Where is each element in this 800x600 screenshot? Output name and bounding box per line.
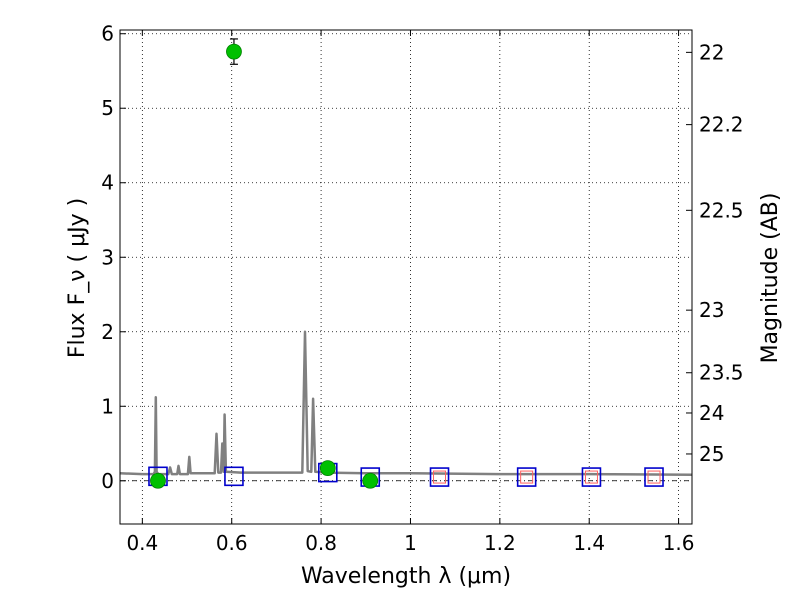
x-tick-label: 0.6 [216, 531, 248, 555]
observed-photometry [150, 38, 379, 489]
magnitude-axis-label: Magnitude (AB) [758, 193, 783, 364]
x-tick-label: 1.2 [484, 531, 516, 555]
x-axis: 0.4 0.6 0.8 1 1.2 1.4 1.6 [126, 30, 695, 555]
y-tick-label: 3 [101, 245, 114, 269]
model-flux-square [581, 467, 602, 487]
plot-frame [119, 29, 693, 525]
y-axis: 0 1 2 3 4 5 6 [101, 22, 126, 493]
y-axis-label: Flux F_ν ( μJy ) [65, 198, 90, 358]
upper-limit-square [433, 470, 447, 484]
model-photometry [148, 462, 664, 487]
upper-limit-square [584, 470, 598, 484]
model-spectrum [119, 330, 693, 477]
magnitude-tick-label: 23.5 [699, 361, 744, 385]
y-tick-label: 6 [101, 22, 114, 46]
grid-lines [120, 30, 692, 524]
spectrum-line [119, 330, 693, 477]
x-tick-label: 1.6 [663, 531, 695, 555]
observed-flux-point [226, 43, 242, 60]
model-flux-square [644, 467, 664, 487]
magnitude-tick-label: 23 [699, 298, 724, 322]
magnitude-tick-label: 22 [699, 40, 724, 64]
x-tick-label: 1 [404, 531, 417, 555]
observed-flux-point [362, 472, 379, 489]
y-tick-label: 0 [101, 469, 114, 493]
magnitude-tick-label: 25 [699, 442, 724, 466]
model-flux-square [224, 466, 244, 487]
x-axis-label: Wavelength λ (μm) [301, 564, 511, 589]
magnitude-axis: 22 22.2 22.5 23 23.5 24 25 [686, 40, 744, 466]
x-tick-label: 0.8 [305, 531, 337, 555]
observed-flux-point [319, 460, 336, 477]
x-tick-label: 1.4 [573, 531, 605, 555]
y-tick-label: 5 [101, 96, 114, 120]
magnitude-tick-label: 24 [699, 401, 724, 425]
observed-flux-point [150, 472, 166, 489]
upper-limit-square [647, 470, 661, 484]
model-flux-square [516, 467, 537, 487]
y-tick-label: 1 [101, 394, 114, 418]
y-tick-label: 2 [101, 320, 114, 344]
magnitude-tick-label: 22.5 [699, 198, 744, 222]
x-tick-label: 0.4 [126, 531, 158, 555]
model-flux-square [429, 467, 450, 487]
upper-limit-square [520, 470, 534, 484]
y-tick-label: 4 [101, 171, 114, 195]
magnitude-tick-label: 22.2 [699, 113, 744, 137]
